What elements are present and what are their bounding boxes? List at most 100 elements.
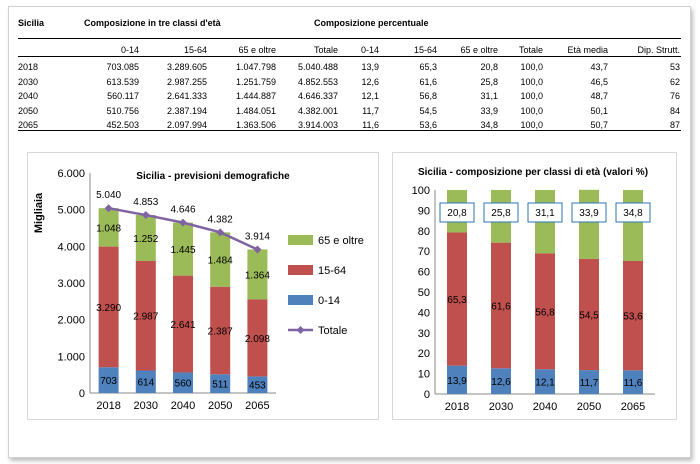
y-tick-label: 50 <box>418 287 430 299</box>
bar-data-label: 13,9 <box>447 376 467 387</box>
y-tick-label: 10 <box>418 369 430 381</box>
bar-segment-0-14 <box>535 369 555 394</box>
bar-data-label: 2.641 <box>170 320 195 331</box>
data-label-box <box>615 202 651 223</box>
bar-segment-0-14 <box>491 368 511 394</box>
legend-swatch <box>288 295 313 305</box>
bar-segment-0-14 <box>98 367 119 393</box>
table-cell: 11,6 <box>362 120 379 130</box>
table-group-abs: Composizione in tre classi d'età <box>84 18 221 28</box>
table-cell: 703.085 <box>106 62 139 72</box>
table-cell: 20,8 <box>480 62 498 72</box>
table-col-header: 0-14 <box>360 45 379 55</box>
table-rule-top <box>18 38 681 39</box>
table-cell: 62 <box>669 76 680 87</box>
y-tick-label: 100 <box>412 185 430 197</box>
table-region-label: Sicilia <box>18 18 45 28</box>
y-tick-label: 20 <box>418 348 430 360</box>
table-cell: 50,1 <box>590 105 608 116</box>
y-tick-label: 80 <box>418 226 430 238</box>
bar-data-label: 20,8 <box>447 208 467 219</box>
table-cell: 5.040.488 <box>297 62 338 72</box>
x-tick-label: 2050 <box>208 400 232 412</box>
bar-data-label: 2.987 <box>133 312 158 323</box>
table-cell: 87 <box>669 120 680 130</box>
bar-segment-15-64 <box>98 246 119 368</box>
bar-data-label: 614 <box>137 378 154 389</box>
total-marker <box>141 211 150 220</box>
bar-data-label: 703 <box>100 376 117 387</box>
x-tick-label: 2040 <box>533 401 557 413</box>
table-cell: 100,0 <box>520 120 543 130</box>
legend-swatch <box>288 265 313 275</box>
y-tick-label: 60 <box>418 267 430 279</box>
bar-data-label: 61,6 <box>491 301 511 312</box>
table-cell: 11,7 <box>362 105 379 116</box>
y-tick-label: 90 <box>418 205 430 217</box>
legend-label: Totale <box>318 325 347 337</box>
table-row-year: 2050 <box>18 105 39 116</box>
bar-data-label: 1.048 <box>96 223 121 234</box>
table-cell: 34,8 <box>480 120 498 130</box>
legend-label: 65 e oltre <box>318 235 364 247</box>
table-cell: 613.539 <box>106 76 139 87</box>
table-col-header: Totale <box>313 45 338 55</box>
table-row-year: 2018 <box>18 62 39 72</box>
bar-data-label: 65,3 <box>447 295 467 306</box>
table-cell: 2.097.994 <box>166 120 207 130</box>
y-tick-label: 40 <box>418 307 430 319</box>
table-cell: 3.914.003 <box>297 120 338 130</box>
bar-segment-15-64 <box>579 258 599 371</box>
y-tick-label: 4.000 <box>57 241 85 253</box>
bar-segment-0-14 <box>447 365 467 394</box>
table-row: 2065 452.503 2.097.994 1.363.506 3.914.003 11… <box>18 120 683 131</box>
y-tick-label: 0 <box>79 388 85 400</box>
bar-segment-15-64 <box>173 275 193 373</box>
bar-data-label: 511 <box>212 380 228 391</box>
bar-segment-0-14 <box>623 370 643 394</box>
chart-composition: Sicilia - composizione per classi di età… <box>412 167 655 413</box>
table-cell: 56,8 <box>419 91 437 101</box>
bar-segment-15-64 <box>623 260 643 371</box>
bar-segment-0-14 <box>135 370 156 393</box>
bar-data-label: 25,8 <box>491 208 511 219</box>
y-tick-label: 2.000 <box>57 315 85 327</box>
table-cell: 33,9 <box>480 105 498 116</box>
table-cell: 100,0 <box>520 76 543 87</box>
data-label-box <box>439 202 475 223</box>
table-cell: 50,7 <box>590 120 608 130</box>
bar-segment-15-64 <box>447 232 467 366</box>
table-group-pct: Composizione percentuale <box>314 18 429 28</box>
table-cell: 2.387.194 <box>166 105 207 116</box>
table-cell: 31,1 <box>480 91 498 101</box>
y-tick-label: 3.000 <box>57 278 85 290</box>
data-label-box <box>527 202 563 223</box>
x-tick-label: 2065 <box>245 400 269 412</box>
total-marker <box>253 245 262 254</box>
bar-data-label: 1.252 <box>133 234 158 245</box>
y-axis-title: Migliaia <box>33 192 45 233</box>
bar-data-label: 453 <box>249 381 266 392</box>
bar-segment-0-14 <box>173 372 193 393</box>
bar-segment-0-14 <box>247 376 268 393</box>
y-tick-label: 30 <box>418 328 430 340</box>
legend-marker <box>296 326 305 334</box>
chart-title: Sicilia - composizione per classi di età… <box>418 167 648 178</box>
total-data-label: 5.040 <box>96 190 121 201</box>
table-row: 2050 510.756 2.387.194 1.484.051 4.382.001 11… <box>18 106 683 117</box>
legend-label: 15-64 <box>318 265 346 277</box>
bar-data-label: 11,7 <box>580 378 599 389</box>
table-cell: 53,6 <box>419 120 437 130</box>
y-tick-label: 6.000 <box>57 168 85 180</box>
table-cell: 76 <box>669 91 680 101</box>
total-data-label: 3.914 <box>245 231 270 242</box>
bar-segment-15-64 <box>135 260 156 371</box>
table-cell: 1.363.506 <box>235 120 276 130</box>
table-cell: 3.289.605 <box>166 62 207 72</box>
bar-segment-0-14 <box>579 370 599 394</box>
y-tick-label: 70 <box>418 246 430 258</box>
bar-data-label: 1.445 <box>170 245 195 256</box>
table-cell: 560.117 <box>107 91 139 101</box>
chart-projections: 0 1.000 2.000 3.000 4.000 5.000 6.000 Migliaia S… <box>33 168 364 412</box>
bar-segment-65-e-oltre <box>173 222 193 276</box>
